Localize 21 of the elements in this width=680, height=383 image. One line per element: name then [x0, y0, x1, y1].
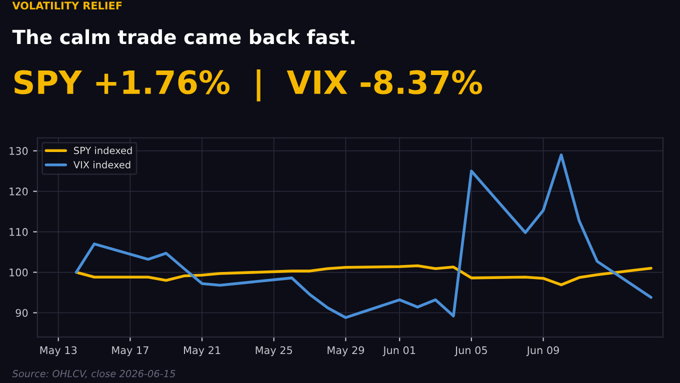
legend-label: VIX indexed [73, 160, 130, 168]
x-tick-label: May 17 [112, 346, 148, 356]
x-tick-label: May 25 [256, 346, 292, 356]
source-note: Source: OHLCV, close 2026-06-15 [12, 370, 176, 378]
x-tick-label: Jun 05 [454, 346, 487, 356]
x-tick-label: Jun 01 [382, 346, 416, 356]
x-tick-label: May 29 [328, 346, 364, 356]
chart-subtitle: SPY +1.76% | VIX -8.37% [14, 69, 482, 102]
line-series [74, 264, 652, 286]
y-tick-label: 90 [16, 308, 28, 317]
y-tick-label: 120 [10, 188, 28, 196]
y-tick-label: 100 [10, 268, 28, 276]
y-tick-label: 110 [10, 228, 28, 236]
line-series [74, 153, 652, 319]
text: VOLATILITY RELIEF [12, 2, 122, 10]
chart-title: The calm trade came back fast. [12, 29, 355, 44]
x-tick-label: Jun 09 [526, 346, 559, 356]
x-tick-label: May 21 [184, 346, 220, 356]
y-tick-label: 130 [10, 147, 28, 155]
x-tick-label: May 13 [40, 346, 77, 356]
legend-label: SPY indexed [74, 146, 132, 154]
